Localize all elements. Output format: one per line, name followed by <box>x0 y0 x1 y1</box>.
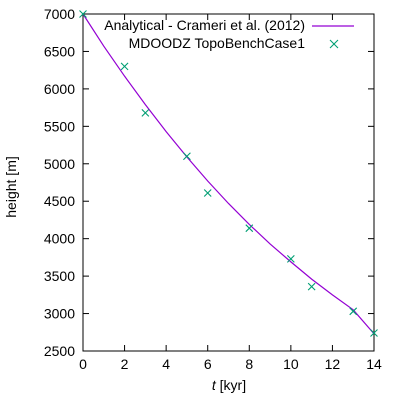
data-point-mdoodz <box>286 254 295 263</box>
data-point-mdoodz <box>307 282 316 291</box>
x-axis-label-variable: t <box>212 377 217 393</box>
x-tick-label: 14 <box>366 356 382 372</box>
data-point-mdoodz <box>370 329 378 337</box>
data-point-mdoodz <box>203 189 212 197</box>
legend-label-mdoodz: MDOODZ TopoBenchCase1 <box>129 35 306 51</box>
legend: Analytical - Crameri et al. (2012) MDOOD… <box>104 17 354 51</box>
legend-label-analytical: Analytical - Crameri et al. (2012) <box>104 17 305 33</box>
x-axis-label: t [kyr] <box>212 377 246 393</box>
y-tick-label: 5500 <box>44 118 75 134</box>
data-point-mdoodz <box>120 62 129 71</box>
series-line-analytical <box>82 13 375 335</box>
data-point-mdoodz <box>245 224 254 233</box>
y-tick-label: 6500 <box>44 43 75 59</box>
series-layer <box>79 10 378 337</box>
y-tick-label: 2500 <box>44 343 75 359</box>
plot-axes: 0 2 4 6 8 10 12 14 2500 3000 3500 4000 4500 5000 5500 6… <box>44 6 382 372</box>
data-point-mdoodz <box>183 152 191 161</box>
y-tick-label: 7000 <box>44 6 75 22</box>
x-tick-label: 6 <box>204 356 212 372</box>
x-tick-label: 4 <box>162 356 170 372</box>
y-tick-label: 5000 <box>44 156 75 172</box>
data-point-mdoodz <box>141 108 150 117</box>
y-tick-label: 3500 <box>44 268 75 284</box>
x-tick-label: 12 <box>325 356 341 372</box>
x-tick-label: 8 <box>245 356 253 372</box>
y-tick-label: 3000 <box>44 306 75 322</box>
legend-marker-mdoodz <box>329 39 339 49</box>
y-tick-label: 4000 <box>44 231 75 247</box>
plot-frame <box>82 13 375 352</box>
y-tick-label: 4500 <box>44 193 75 209</box>
x-tick-label: 10 <box>283 356 299 372</box>
x-tick-label: 0 <box>79 356 87 372</box>
y-axis-label: height [m] <box>3 156 19 217</box>
y-tick-label: 6000 <box>44 81 75 97</box>
data-point-mdoodz <box>349 307 358 316</box>
data-point-mdoodz <box>79 10 87 18</box>
x-axis-label-unit: [kyr] <box>216 377 246 393</box>
x-tick-label: 2 <box>121 356 129 372</box>
